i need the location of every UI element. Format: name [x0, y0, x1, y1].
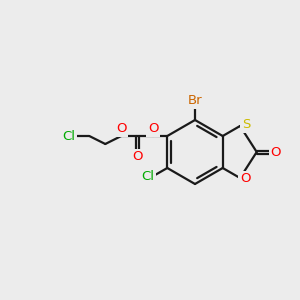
Text: Cl: Cl: [141, 170, 154, 184]
Text: Br: Br: [188, 94, 202, 107]
Text: O: O: [240, 172, 250, 185]
Text: O: O: [148, 122, 158, 136]
Text: O: O: [116, 122, 127, 136]
Text: O: O: [132, 151, 142, 164]
Text: O: O: [271, 146, 281, 158]
Text: Cl: Cl: [62, 130, 75, 142]
Text: S: S: [242, 118, 250, 131]
